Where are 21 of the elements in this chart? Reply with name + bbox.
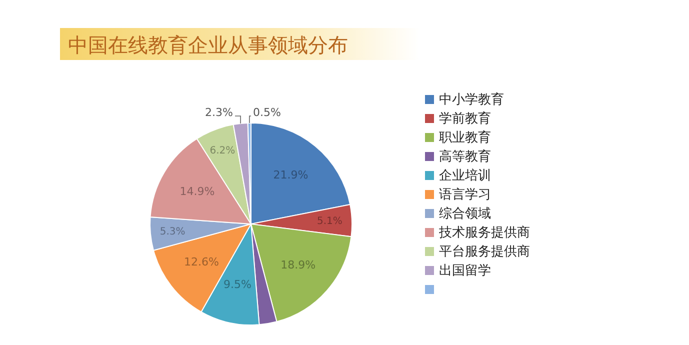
data-label: 12.6% <box>184 255 219 268</box>
legend-label: 学前教育 <box>439 110 491 127</box>
chart-title: 中国在线教育企业从事领域分布 <box>68 33 348 57</box>
data-label: 2.3% <box>205 106 233 120</box>
data-label: 9.5% <box>224 278 252 292</box>
legend-label: 中小学教育 <box>439 92 504 108</box>
data-label: 6.2% <box>210 145 236 156</box>
legend-label: 综合领域 <box>439 206 491 222</box>
legend-label: 企业培训 <box>439 168 491 184</box>
data-label: 18.9% <box>280 258 316 272</box>
legend-label: 高等教育 <box>439 148 491 165</box>
legend-label: 职业教育 <box>439 130 491 146</box>
legend-label: 平台服务提供商 <box>439 244 530 260</box>
legend-label: 技术服务提供商 <box>438 226 530 241</box>
data-label: 5.1% <box>317 216 342 228</box>
data-label: 0.5% <box>253 106 281 120</box>
data-label: 21.9% <box>273 168 308 182</box>
data-label: 5.3% <box>160 226 186 238</box>
legend-label: 出国留学 <box>439 264 491 279</box>
data-label: 14.9% <box>180 184 215 198</box>
legend-label: 语言学习 <box>439 186 491 203</box>
